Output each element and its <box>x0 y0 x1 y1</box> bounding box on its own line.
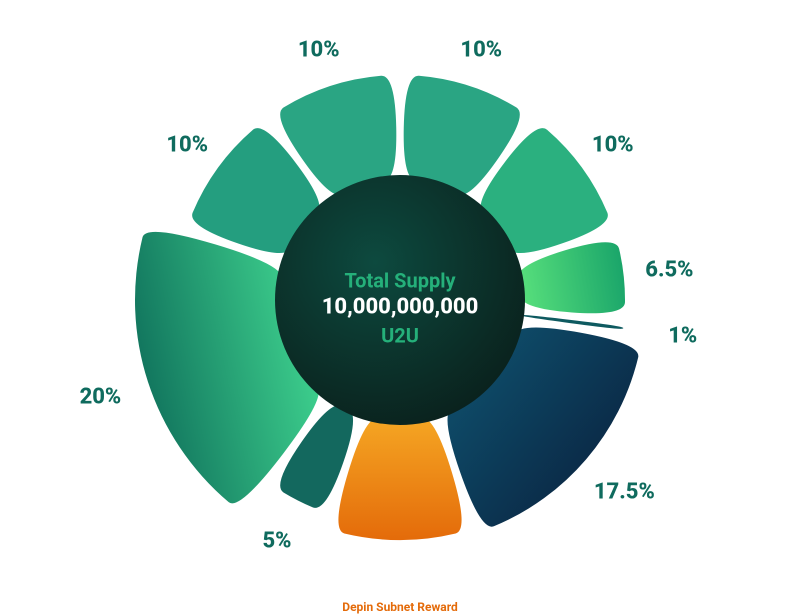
donut-segment-2 <box>518 242 625 313</box>
donut-segment-3 <box>519 315 623 329</box>
donut-segment-5 <box>338 418 461 540</box>
donut-chart-svg <box>0 0 800 616</box>
donut-chart-container: Total Supply 10,000,000,000 U2U 10%10%6.… <box>0 0 800 616</box>
center-circle <box>275 175 525 425</box>
